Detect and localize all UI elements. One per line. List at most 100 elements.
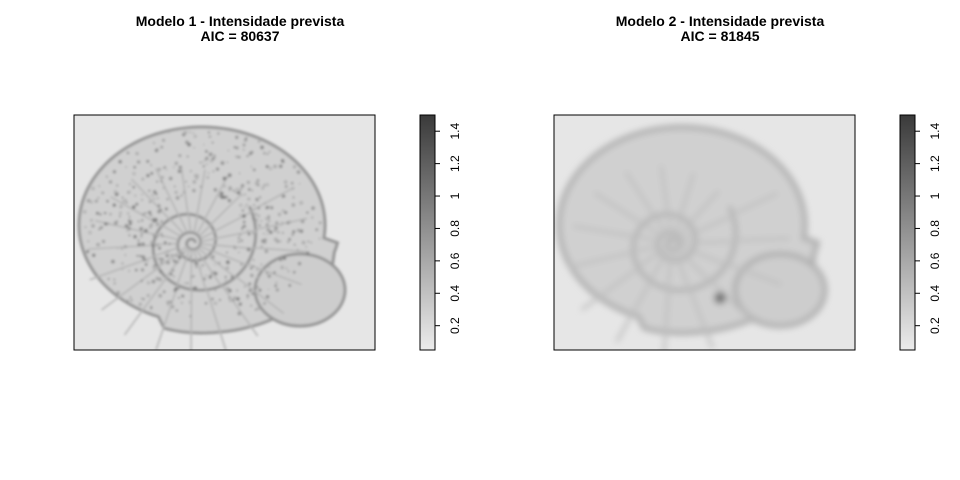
shell-speckle <box>205 163 208 166</box>
shell-speckle <box>189 255 192 258</box>
shell-speckle <box>204 301 208 305</box>
heatmap-svg: 0.2 0.4 0.6 0.8 1 1.2 1.4 <box>73 114 462 351</box>
shell-speckle <box>225 260 230 265</box>
shell-speckle <box>152 190 157 194</box>
shell-speckle <box>180 194 183 197</box>
shell-rib <box>635 234 659 242</box>
shell-speckle <box>213 187 218 192</box>
shell-speckle <box>193 286 198 291</box>
shell-speckle <box>252 168 256 172</box>
chart-panel-model-2: Modelo 2 - Intensidade prevista AIC = 81… <box>480 0 960 480</box>
shell-speckle <box>307 240 310 243</box>
shell-rib <box>203 179 227 220</box>
shell-speckle <box>266 152 269 156</box>
shell-speckle <box>241 193 244 197</box>
shell-rib <box>633 244 658 253</box>
shell-speckle <box>211 157 215 161</box>
shell-intensity-layer <box>556 124 828 350</box>
shell-rib <box>185 248 191 259</box>
shell-speckle <box>255 218 259 222</box>
shell-speckle <box>146 281 151 285</box>
shell-speckle <box>251 231 256 235</box>
shell-speckle <box>208 275 212 279</box>
shell-rib <box>205 289 227 350</box>
shell-speckle <box>140 232 144 236</box>
shell-speckle <box>84 226 87 229</box>
shell-speckle <box>165 168 168 171</box>
shell-speckle <box>173 259 177 264</box>
shell-speckle <box>89 200 94 204</box>
shell-speckle <box>207 172 210 175</box>
shell-speckle <box>199 185 202 188</box>
shell-speckle <box>94 199 98 203</box>
shell-speckle <box>141 177 145 181</box>
shell-speckle <box>275 281 278 285</box>
shell-speckle <box>232 189 235 192</box>
shell-speckle <box>113 190 118 194</box>
shell-speckle <box>243 285 246 288</box>
shell-speckle <box>138 302 143 307</box>
shell-speckle <box>238 302 243 306</box>
colorbar-tick-label: 1.2 <box>928 155 942 172</box>
shell-speckle <box>172 254 176 257</box>
chart-panel-model-1: Modelo 1 - Intensidade prevista AIC = 80… <box>73 14 462 351</box>
shell-speckle <box>299 200 304 205</box>
shell-speckle <box>238 172 241 175</box>
shell-speckle <box>199 161 202 164</box>
shell-speckle <box>235 289 239 293</box>
shell-rib <box>198 224 212 238</box>
shell-speckle <box>126 299 130 302</box>
shell-rib <box>679 231 696 241</box>
shell-speckle <box>201 264 204 267</box>
shell-rib <box>157 251 180 268</box>
shell-speckle <box>162 186 165 190</box>
shell-speckle <box>162 290 166 294</box>
shell-speckle <box>193 173 198 178</box>
shell-speckle <box>172 165 175 169</box>
shell-speckle <box>177 169 182 174</box>
shell-rib <box>195 248 204 260</box>
shell-speckle <box>146 173 150 178</box>
shell-speckle <box>245 203 248 206</box>
shell-speckle <box>187 142 191 147</box>
shell-speckle <box>246 155 249 158</box>
shell-speckle <box>258 288 262 292</box>
shell-speckle <box>146 260 149 263</box>
shell-speckle <box>126 151 130 155</box>
shell-speckle <box>241 214 246 218</box>
shell-speckle <box>91 224 95 228</box>
shell-speckle <box>96 243 99 246</box>
shell-speckle <box>281 231 285 235</box>
shell-rib <box>196 219 206 235</box>
shell-speckle <box>240 184 245 188</box>
shell-speckle <box>121 196 124 199</box>
shell-speckle <box>85 250 90 254</box>
shell-speckle <box>207 131 211 134</box>
shell-speckle <box>137 242 141 247</box>
shell-speckle <box>158 293 163 298</box>
shell-speckle <box>268 166 273 171</box>
shell-speckle <box>187 185 190 188</box>
shell-speckle <box>124 198 127 202</box>
shell-speckle <box>247 197 251 201</box>
shell-speckle <box>194 261 198 266</box>
shell-speckle <box>212 170 215 173</box>
shell-speckle <box>109 212 112 216</box>
shell-speckle <box>233 146 236 149</box>
shell-speckle <box>285 267 288 270</box>
shell-rib <box>196 169 206 216</box>
colorbar-tick-label: 1 <box>448 192 462 199</box>
shell-speckle <box>283 180 288 184</box>
shell-speckle <box>188 131 191 134</box>
shell-speckle <box>241 226 244 229</box>
shell-speckle <box>279 240 282 243</box>
shell-speckle <box>150 240 154 245</box>
shell-speckle <box>151 193 155 198</box>
shell-rib <box>187 214 192 233</box>
shell-speckle <box>165 260 170 265</box>
shell-speckle <box>257 140 261 143</box>
shell-speckle <box>208 135 212 139</box>
shell-speckle <box>217 132 220 135</box>
shell-speckle <box>260 219 263 223</box>
shell-speckle <box>266 227 271 232</box>
